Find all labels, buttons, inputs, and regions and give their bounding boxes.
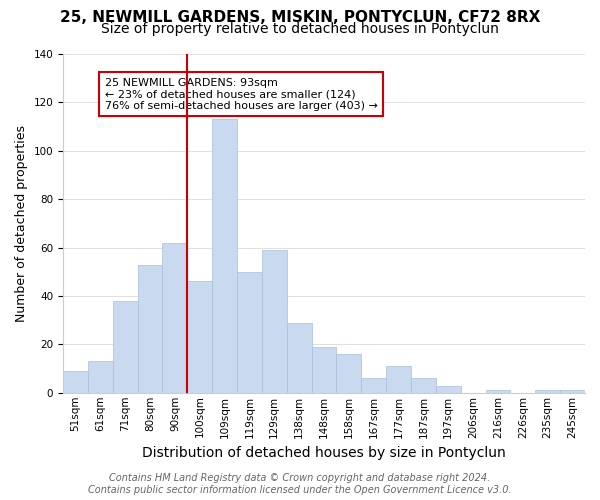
Bar	[137, 264, 163, 393]
Bar	[485, 390, 511, 393]
Bar	[436, 386, 461, 393]
Bar	[113, 301, 137, 393]
Bar	[411, 378, 436, 393]
Bar	[237, 272, 262, 393]
Bar	[212, 120, 237, 393]
Text: Contains HM Land Registry data © Crown copyright and database right 2024.
Contai: Contains HM Land Registry data © Crown c…	[88, 474, 512, 495]
Bar	[163, 242, 187, 393]
Bar	[535, 390, 560, 393]
Bar	[287, 322, 311, 393]
Text: Size of property relative to detached houses in Pontyclun: Size of property relative to detached ho…	[101, 22, 499, 36]
X-axis label: Distribution of detached houses by size in Pontyclun: Distribution of detached houses by size …	[142, 446, 506, 460]
Text: 25, NEWMILL GARDENS, MISKIN, PONTYCLUN, CF72 8RX: 25, NEWMILL GARDENS, MISKIN, PONTYCLUN, …	[60, 10, 540, 25]
Bar	[262, 250, 287, 393]
Bar	[311, 347, 337, 393]
Bar	[560, 390, 585, 393]
Bar	[337, 354, 361, 393]
Y-axis label: Number of detached properties: Number of detached properties	[15, 125, 28, 322]
Bar	[63, 371, 88, 393]
Text: 25 NEWMILL GARDENS: 93sqm
← 23% of detached houses are smaller (124)
76% of semi: 25 NEWMILL GARDENS: 93sqm ← 23% of detac…	[105, 78, 377, 111]
Bar	[187, 282, 212, 393]
Bar	[88, 362, 113, 393]
Bar	[361, 378, 386, 393]
Bar	[386, 366, 411, 393]
